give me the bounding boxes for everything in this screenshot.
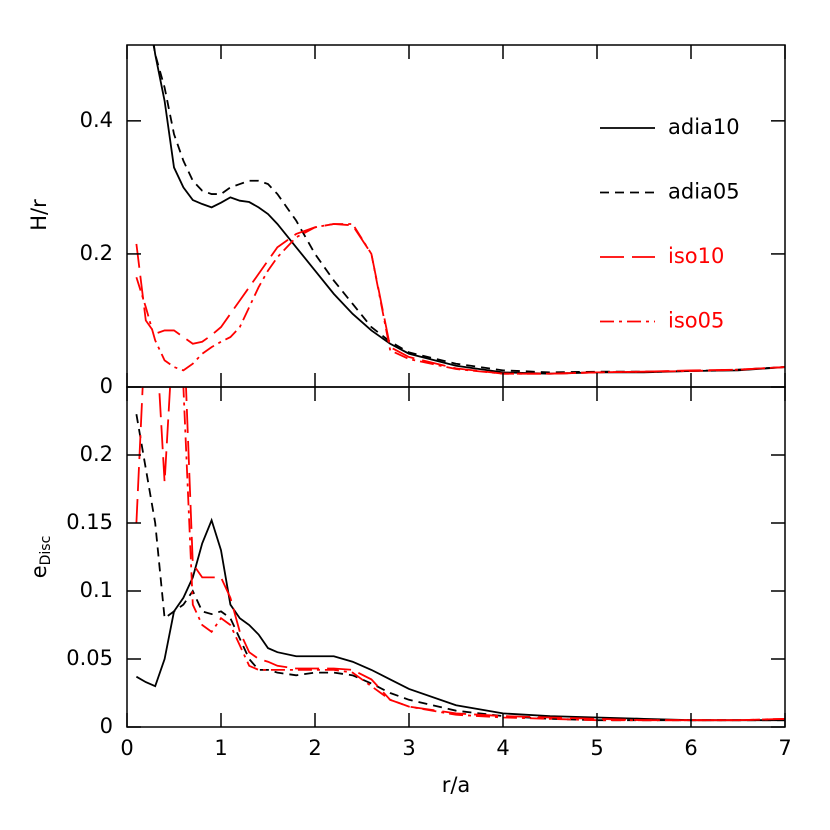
y-tick-label: 0 [100,374,113,398]
y-axis-label: H/r [27,199,51,231]
x-tick-label: 4 [496,736,509,760]
series-line [135,387,785,722]
series-line [135,517,785,722]
y-tick-label: 0.2 [80,442,113,466]
y-tick-label: 0 [100,714,113,738]
x-tick-label: 3 [402,736,415,760]
plot-area [135,387,785,722]
legend-label: adia10 [668,115,740,139]
plot-area [135,45,785,375]
x-tick-label: 7 [778,736,791,760]
y-axis-label-sub: Disc [38,536,54,566]
y-tick-label: 0.4 [80,108,113,132]
series-line [135,223,785,375]
plot-frame [126,44,786,388]
x-tick-label: 5 [590,736,603,760]
x-axis-label: r/a [442,773,471,797]
legend-label: iso10 [668,244,724,268]
x-tick-label: 2 [308,736,321,760]
legend-label: adia05 [668,180,740,204]
y-tick-label: 0.15 [66,510,113,534]
series-line [135,414,785,722]
y-axis-label: eDisc [27,536,54,579]
x-tick-label: 0 [120,736,133,760]
x-tick-label: 6 [684,736,697,760]
y-tick-label: 0.1 [80,578,113,602]
y-tick-label: 0.05 [66,646,113,670]
series-line [135,223,785,375]
series-line [152,45,785,374]
y-axis-label-base: e [27,565,51,578]
y-tick-label: 0.2 [80,241,113,265]
legend-label: iso05 [668,309,724,333]
plot-frame [126,386,786,728]
series-line [136,387,785,722]
x-tick-label: 1 [214,736,227,760]
